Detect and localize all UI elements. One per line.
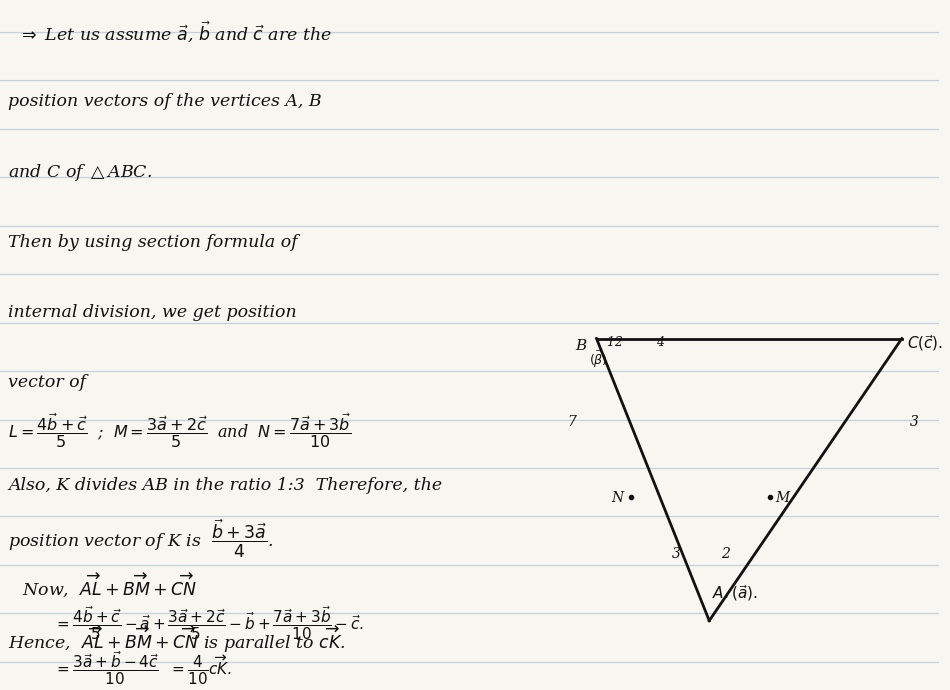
Text: 1: 1 — [606, 336, 615, 349]
Text: $\Rightarrow$ Let us assume $\vec{a}$, $\vec{b}$ and $\vec{c}$ are the: $\Rightarrow$ Let us assume $\vec{a}$, $… — [18, 19, 332, 44]
Text: position vectors of the vertices A, B: position vectors of the vertices A, B — [8, 93, 321, 110]
Text: $A.(\vec{a}).$: $A.(\vec{a}).$ — [712, 584, 758, 603]
Text: $= \dfrac{4\vec{b}+\vec{c}}{5} - \vec{a} + \dfrac{3\vec{a}+2\vec{c}}{5} - \vec{b: $= \dfrac{4\vec{b}+\vec{c}}{5} - \vec{a}… — [54, 604, 365, 642]
Text: 7: 7 — [567, 415, 576, 429]
Text: N: N — [612, 491, 623, 506]
Text: M: M — [775, 491, 789, 506]
Text: Also, K divides AB in the ratio 1:3  Therefore, the: Also, K divides AB in the ratio 1:3 Ther… — [8, 477, 442, 494]
Text: vector of: vector of — [8, 375, 85, 391]
Text: position vector of K is  $\dfrac{\vec{b}+3\vec{a}}{4}$.: position vector of K is $\dfrac{\vec{b}+… — [8, 518, 274, 560]
Text: $L = \dfrac{4\vec{b}+\vec{c}}{5}$  ;  $M = \dfrac{3\vec{a}+2\vec{c}}{5}$  and  $: $L = \dfrac{4\vec{b}+\vec{c}}{5}$ ; $M =… — [8, 412, 351, 450]
Text: Then by using section formula of: Then by using section formula of — [8, 234, 297, 251]
Text: 2: 2 — [615, 336, 622, 349]
Text: B: B — [575, 339, 586, 353]
Text: $= \dfrac{3\vec{a}+\vec{b}-4\vec{c}}{10}$  $= \dfrac{4}{10}\overrightarrow{cK}$.: $= \dfrac{3\vec{a}+\vec{b}-4\vec{c}}{10}… — [54, 649, 233, 687]
Text: 2: 2 — [721, 546, 730, 561]
Text: Hence,  $\overrightarrow{AL} + \overrightarrow{BM} + \overrightarrow{CN}$ is par: Hence, $\overrightarrow{AL} + \overright… — [8, 624, 346, 655]
Text: $(\vec{\beta})$: $(\vec{\beta})$ — [589, 349, 607, 371]
Text: internal division, we get position: internal division, we get position — [8, 304, 296, 321]
Text: 3: 3 — [910, 415, 919, 429]
Text: 3: 3 — [672, 546, 680, 561]
Text: 4: 4 — [656, 336, 664, 349]
Text: and C of $\triangle$ABC.: and C of $\triangle$ABC. — [8, 161, 152, 183]
Text: $C(\vec{c}).$: $C(\vec{c}).$ — [906, 333, 943, 353]
Text: Now,  $\overrightarrow{AL} + \overrightarrow{BM} + \overrightarrow{CN}$: Now, $\overrightarrow{AL} + \overrightar… — [22, 571, 197, 599]
